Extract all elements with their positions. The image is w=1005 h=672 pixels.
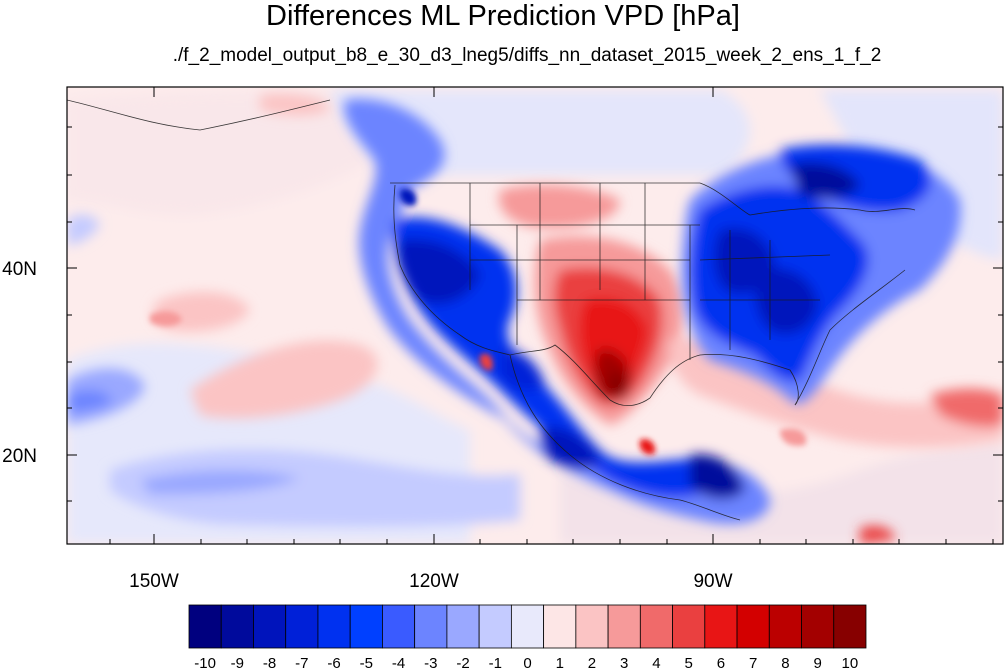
colorbar-swatch [317,604,351,649]
colorbar-label: -8 [263,655,276,672]
figure-title: Differences ML Prediction VPD [hPa] [266,0,740,32]
latitude-labels: 40N 20N [2,259,37,467]
colorbar-swatch [833,604,867,649]
colorbar-swatch [672,604,706,649]
colorbar: -10 -9 -8 -7 -6 -5 -4 -3 -2 -1 0 1 2 3 4 5 6 7 8 9 10 [188,604,867,672]
colorbar-label: 5 [685,655,693,672]
colorbar-swatch [253,604,287,649]
colorbar-label: -4 [392,655,405,672]
colorbar-swatch [188,604,222,649]
colorbar-label: -5 [360,655,373,672]
colorbar-label: 1 [556,655,564,672]
colorbar-swatch [349,604,383,649]
lon-label-90w: 90W [693,571,732,592]
colorbar-label: 6 [717,655,725,672]
colorbar-label: -6 [327,655,340,672]
map-tick-marks [67,87,1003,544]
lat-label-40n: 40N [2,259,37,280]
colorbar-label: 8 [781,655,789,672]
colorbar-label: -10 [194,655,216,672]
lon-label-120w: 120W [409,571,459,592]
colorbar-swatch [446,604,480,649]
colorbar-label: 9 [813,655,821,672]
political-boundaries [67,99,916,521]
colorbar-label: -3 [424,655,437,672]
colorbar-label: -2 [456,655,469,672]
colorbar-swatch [220,604,254,649]
lon-label-150w: 150W [129,571,179,592]
colorbar-label: -9 [231,655,244,672]
colorbar-swatch [382,604,416,649]
colorbar-swatch [510,604,545,649]
colorbar-swatch [704,604,738,649]
colorbar-swatch [801,604,835,649]
colorbar-swatch [768,604,802,649]
colorbar-swatch [607,604,641,649]
lat-label-20n: 20N [2,446,37,467]
figure-subtitle: ./f_2_model_output_b8_e_30_d3_lneg5/diff… [173,45,882,66]
colorbar-swatch [575,604,609,649]
colorbar-label: 3 [620,655,628,672]
colorbar-label: -7 [295,655,308,672]
colorbar-swatch [543,604,577,649]
small-scale-detail [150,188,807,455]
colorbar-label: 10 [842,655,859,672]
colorbar-label: -1 [489,655,502,672]
colorbar-swatch [639,604,673,649]
colorbar-label: 2 [588,655,596,672]
colorbar-swatch [414,604,448,649]
western-us-blue-anomaly [344,99,770,524]
longitude-labels: 150W 120W 90W [129,571,732,592]
colorbar-swatch [285,604,319,649]
colorbar-swatch [478,604,512,649]
colorbar-label: 7 [749,655,757,672]
pacific-pink-patches [152,93,378,419]
pacific-blue-patches [67,214,520,527]
colorbar-label: 0 [523,655,531,672]
colorbar-label: 4 [652,655,660,672]
colorbar-swatch [736,604,770,649]
eastern-us-canada-blue-anomaly [681,144,961,404]
map-field [67,87,1003,544]
